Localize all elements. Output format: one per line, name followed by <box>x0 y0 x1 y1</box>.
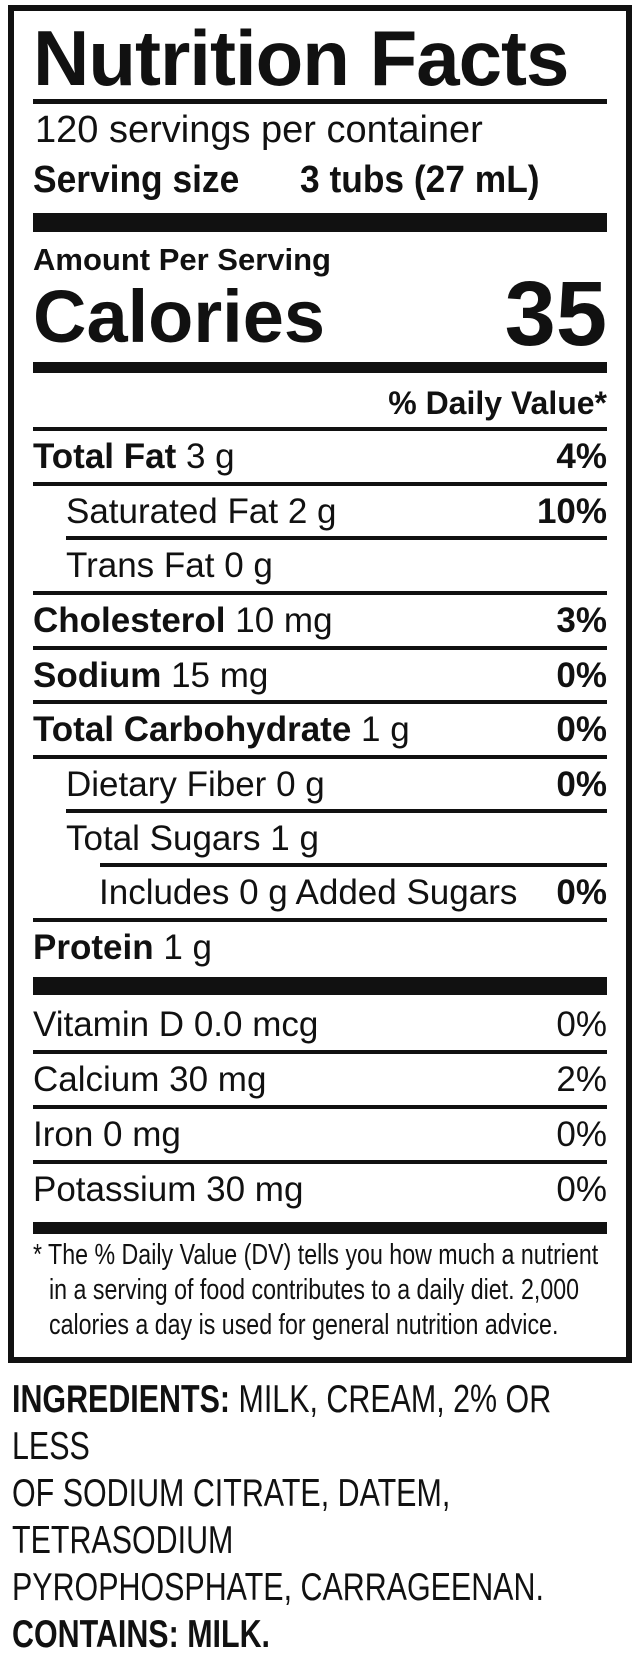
nutrient-name: Dietary Fiber <box>66 765 267 804</box>
nutrient-name: Total Sugars <box>66 819 261 858</box>
nutrient-amount: 1 g <box>163 928 212 967</box>
vitamin-amount: 0.0 mcg <box>193 1005 319 1044</box>
nutrient-daily-value: 3% <box>556 601 607 640</box>
vitamin-row: Iron 0 mg 0% <box>33 1108 607 1162</box>
ingredients-text: PYROPHOSPHATE, CARRAGEENAN. <box>12 1566 544 1609</box>
nutrient-amount: 0 g <box>224 546 273 585</box>
divider <box>33 427 607 431</box>
nutrition-facts-panel <box>8 5 632 1363</box>
nutrient-row: Saturated Fat 2 g 10% <box>33 485 607 539</box>
divider <box>33 99 607 104</box>
ingredients-text: OF SODIUM CITRATE, DATEM, TETRASODIUM <box>12 1472 451 1562</box>
footnote-line: in a serving of food contributes to a da… <box>49 1274 580 1306</box>
vitamin-row: Potassium 30 mg 0% <box>33 1163 607 1217</box>
vitamin-name: Vitamin D <box>33 1005 185 1044</box>
servings-per-container: 120 servings per container <box>35 109 483 151</box>
divider <box>33 482 607 486</box>
nutrient-row: Protein 1 g <box>33 921 607 975</box>
vitamin-daily-value: 0% <box>556 1115 607 1154</box>
nutrient-amount: 1 g <box>270 819 319 858</box>
nutrient-row: Cholesterol 10 mg 3% <box>33 594 607 648</box>
nutrient-name: Sodium <box>33 656 162 695</box>
nutrient-daily-value: 0% <box>556 765 607 804</box>
nutrient-name: Cholesterol <box>33 601 226 640</box>
nutrient-name: Protein <box>33 928 154 967</box>
amount-per-serving: Amount Per Serving <box>33 242 331 277</box>
divider <box>33 918 607 922</box>
vitamin-daily-value: 2% <box>556 1060 607 1099</box>
serving-size-label: Serving size <box>33 159 240 201</box>
vitamin-amount: 30 mg <box>169 1060 267 1099</box>
divider <box>33 1105 607 1109</box>
vitamin-daily-value: 0% <box>556 1170 607 1209</box>
vitamin-row: Calcium 30 mg 2% <box>33 1053 607 1107</box>
divider <box>33 1160 607 1164</box>
nutrient-amount: 2 g <box>287 492 337 531</box>
nutrient-row: Total Sugars 1 g <box>33 812 607 866</box>
serving-size-value: 3 tubs (27 mL) <box>300 159 540 201</box>
contains-label: CONTAINS: <box>12 1613 179 1656</box>
divider <box>33 700 607 704</box>
divider <box>33 1050 607 1054</box>
panel-title: Nutrition Facts <box>33 14 569 102</box>
footnote-line: calories a day is used for general nutri… <box>49 1309 559 1341</box>
vitamin-name: Potassium <box>33 1170 197 1209</box>
thick-divider <box>33 977 607 995</box>
divider <box>33 755 607 759</box>
nutrient-row: Dietary Fiber 0 g 0% <box>33 758 607 812</box>
divider <box>33 591 607 595</box>
nutrient-name: Total Fat <box>33 437 177 476</box>
vitamin-amount: 30 mg <box>206 1170 304 1209</box>
nutrient-amount: 10 mg <box>235 601 333 640</box>
divider <box>100 863 607 867</box>
vitamin-row: Vitamin D 0.0 mcg 0% <box>33 998 607 1052</box>
ingredients-label: INGREDIENTS: <box>12 1378 231 1421</box>
vitamin-daily-value: 0% <box>556 1005 607 1044</box>
calories-label: Calories <box>33 275 326 358</box>
nutrient-amount: 15 mg <box>171 656 269 695</box>
ingredients-text: MILK, CREAM, 2% OR LESS <box>12 1378 552 1468</box>
nutrient-amount: 0 g <box>276 765 325 804</box>
nutrient-row: Sodium 15 mg 0% <box>33 649 607 703</box>
divider <box>66 536 607 540</box>
nutrient-row: Includes 0 g Added Sugars 0% <box>33 866 607 920</box>
vitamin-name: Calcium <box>33 1060 160 1099</box>
nutrient-name: Includes 0 g Added Sugars <box>99 873 518 912</box>
nutrient-row: Total Fat 3 g 4% <box>33 430 607 484</box>
vitamin-amount: 0 mg <box>103 1115 181 1154</box>
divider <box>66 809 607 813</box>
footnote-line: * The % Daily Value (DV) tells you how m… <box>33 1239 599 1271</box>
nutrient-name: Saturated Fat <box>66 492 279 531</box>
nutrient-daily-value: 0% <box>556 656 607 695</box>
vitamin-name: Iron <box>33 1115 94 1154</box>
medium-divider <box>33 362 607 373</box>
medium-divider <box>33 1222 607 1234</box>
nutrient-daily-value: 0% <box>556 873 607 912</box>
calories-value: 35 <box>504 263 607 365</box>
nutrient-row: Trans Fat 0 g <box>33 539 607 593</box>
ingredients: INGREDIENTS: MILK, CREAM, 2% OR LESS OF … <box>12 1376 628 1658</box>
divider <box>33 646 607 650</box>
daily-value-header: % Daily Value* <box>388 385 607 421</box>
contains-value: MILK. <box>187 1613 270 1656</box>
nutrient-daily-value: 10% <box>536 492 607 531</box>
nutrient-amount: 3 g <box>185 437 235 476</box>
nutrient-row: Total Carbohydrate 1 g 0% <box>33 703 607 757</box>
nutrient-name: Total Carbohydrate <box>33 710 352 749</box>
nutrient-daily-value: 4% <box>556 437 607 476</box>
footnote: * The % Daily Value (DV) tells you how m… <box>33 1238 601 1343</box>
nutrient-amount: 1 g <box>361 710 410 749</box>
nutrient-name: Trans Fat <box>66 546 215 585</box>
thick-divider <box>33 213 607 232</box>
nutrient-daily-value: 0% <box>556 710 607 749</box>
